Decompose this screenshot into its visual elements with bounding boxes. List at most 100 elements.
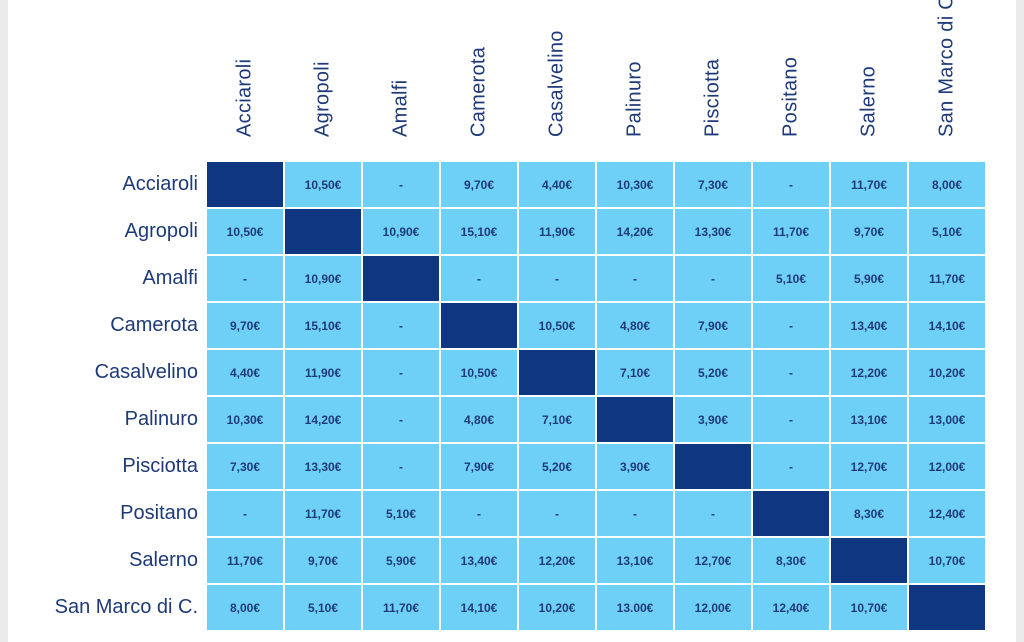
fare-cell: 13,40€ bbox=[831, 303, 907, 348]
fare-cell: - bbox=[753, 397, 829, 442]
fare-cell: 9,70€ bbox=[831, 209, 907, 254]
fare-cell: 13,30€ bbox=[285, 444, 361, 489]
fare-cell: 10,30€ bbox=[207, 397, 283, 442]
fare-cell: 12,00€ bbox=[909, 444, 985, 489]
fare-cell: 13,30€ bbox=[675, 209, 751, 254]
column-header-label: Palinuro bbox=[623, 61, 646, 137]
fare-cell: - bbox=[363, 444, 439, 489]
fare-cell: 7,30€ bbox=[675, 162, 751, 207]
row-header-casalvelino: Casalvelino bbox=[94, 361, 198, 383]
row-header-pisciotta: Pisciotta bbox=[122, 455, 198, 477]
fare-cell: 7,10€ bbox=[597, 350, 673, 395]
fare-cell: - bbox=[675, 256, 751, 301]
column-header-camerota: Camerota bbox=[440, 0, 518, 160]
fare-cell: 13,10€ bbox=[597, 538, 673, 583]
fare-cell: 7,90€ bbox=[675, 303, 751, 348]
fare-cell: 13,10€ bbox=[831, 397, 907, 442]
fare-cell: 9,70€ bbox=[441, 162, 517, 207]
fare-cell: 3,90€ bbox=[597, 444, 673, 489]
fare-cell: 11,70€ bbox=[363, 585, 439, 630]
fare-cell: - bbox=[441, 491, 517, 536]
fare-cell: 11,70€ bbox=[831, 162, 907, 207]
fare-cell: 10,50€ bbox=[207, 209, 283, 254]
column-header-san-marco-di-c: San Marco di C. bbox=[908, 0, 986, 160]
row-header-palinuro: Palinuro bbox=[124, 408, 198, 430]
fare-cell: 14,10€ bbox=[909, 303, 985, 348]
fare-cell: 4,80€ bbox=[441, 397, 517, 442]
fare-cell: 11,70€ bbox=[909, 256, 985, 301]
fare-cell: 8,30€ bbox=[753, 538, 829, 583]
fare-cell: 5,20€ bbox=[519, 444, 595, 489]
diagonal-cell bbox=[285, 209, 361, 254]
column-header-label: San Marco di C. bbox=[935, 0, 958, 137]
fare-cell: 10,70€ bbox=[909, 538, 985, 583]
fare-cell: 12,70€ bbox=[675, 538, 751, 583]
row-header-amalfi: Amalfi bbox=[142, 267, 198, 289]
row-header-acciaroli: Acciaroli bbox=[122, 173, 198, 195]
fare-cell: 5,90€ bbox=[363, 538, 439, 583]
fare-cell: - bbox=[753, 162, 829, 207]
diagonal-cell bbox=[675, 444, 751, 489]
fare-cell: 12,20€ bbox=[831, 350, 907, 395]
diagonal-cell bbox=[363, 256, 439, 301]
column-header-agropoli: Agropoli bbox=[284, 0, 362, 160]
fare-cell: 11,90€ bbox=[519, 209, 595, 254]
fare-cell: 8,00€ bbox=[909, 162, 985, 207]
fare-cell: 5,20€ bbox=[675, 350, 751, 395]
fare-cell: 4,80€ bbox=[597, 303, 673, 348]
diagonal-cell bbox=[909, 585, 985, 630]
row-header-agropoli: Agropoli bbox=[124, 220, 198, 242]
fare-cell: 12,40€ bbox=[909, 491, 985, 536]
column-header-palinuro: Palinuro bbox=[596, 0, 674, 160]
fare-cell: - bbox=[753, 350, 829, 395]
column-header-label: Agropoli bbox=[311, 61, 334, 137]
fare-cell: - bbox=[753, 444, 829, 489]
fare-cell: 5,10€ bbox=[909, 209, 985, 254]
fare-cell: - bbox=[363, 303, 439, 348]
row-header-salerno: Salerno bbox=[129, 549, 198, 571]
fare-cell: 4,40€ bbox=[207, 350, 283, 395]
fare-cell: - bbox=[363, 162, 439, 207]
fare-cell: 11,90€ bbox=[285, 350, 361, 395]
fare-cell: 10,90€ bbox=[363, 209, 439, 254]
column-header-casalvelino: Casalvelino bbox=[518, 0, 596, 160]
column-header-label: Casalvelino bbox=[545, 30, 568, 137]
fare-cell: - bbox=[753, 303, 829, 348]
fare-cell: 7,90€ bbox=[441, 444, 517, 489]
fare-cell: 12,00€ bbox=[675, 585, 751, 630]
diagonal-cell bbox=[597, 397, 673, 442]
fare-cell: 10,90€ bbox=[285, 256, 361, 301]
fare-cell: 4,40€ bbox=[519, 162, 595, 207]
fare-cell: 13,00€ bbox=[909, 397, 985, 442]
fare-cell: - bbox=[363, 397, 439, 442]
fare-cell: 9,70€ bbox=[285, 538, 361, 583]
row-header-san-marco-di-c: San Marco di C. bbox=[54, 596, 198, 618]
fare-cell: - bbox=[597, 256, 673, 301]
column-header-salerno: Salerno bbox=[830, 0, 908, 160]
fare-cell: - bbox=[207, 491, 283, 536]
fare-cell: - bbox=[597, 491, 673, 536]
diagonal-cell bbox=[519, 350, 595, 395]
fare-cell: 9,70€ bbox=[207, 303, 283, 348]
fare-cell: 11,70€ bbox=[753, 209, 829, 254]
fare-cell: 14,10€ bbox=[441, 585, 517, 630]
fare-cell: 12,70€ bbox=[831, 444, 907, 489]
fare-cell: 10,30€ bbox=[597, 162, 673, 207]
fare-cell: 12,40€ bbox=[753, 585, 829, 630]
fare-cell: 8,00€ bbox=[207, 585, 283, 630]
fare-cell: 15,10€ bbox=[441, 209, 517, 254]
row-header-positano: Positano bbox=[120, 502, 198, 524]
fare-table-page: Acciaroli Agropoli Amalfi Camerota Casalveli… bbox=[8, 0, 1016, 642]
fare-cell: - bbox=[519, 491, 595, 536]
fare-cell: 13,40€ bbox=[441, 538, 517, 583]
column-header-pisciotta: Pisciotta bbox=[674, 0, 752, 160]
column-header-label: Positano bbox=[779, 56, 802, 137]
diagonal-cell bbox=[753, 491, 829, 536]
row-header-camerota: Camerota bbox=[110, 314, 198, 336]
column-header-amalfi: Amalfi bbox=[362, 0, 440, 160]
column-header-label: Pisciotta bbox=[701, 58, 724, 137]
fare-cell: 10,70€ bbox=[831, 585, 907, 630]
fare-cell: 7,30€ bbox=[207, 444, 283, 489]
fare-cell: 11,70€ bbox=[207, 538, 283, 583]
diagonal-cell bbox=[831, 538, 907, 583]
